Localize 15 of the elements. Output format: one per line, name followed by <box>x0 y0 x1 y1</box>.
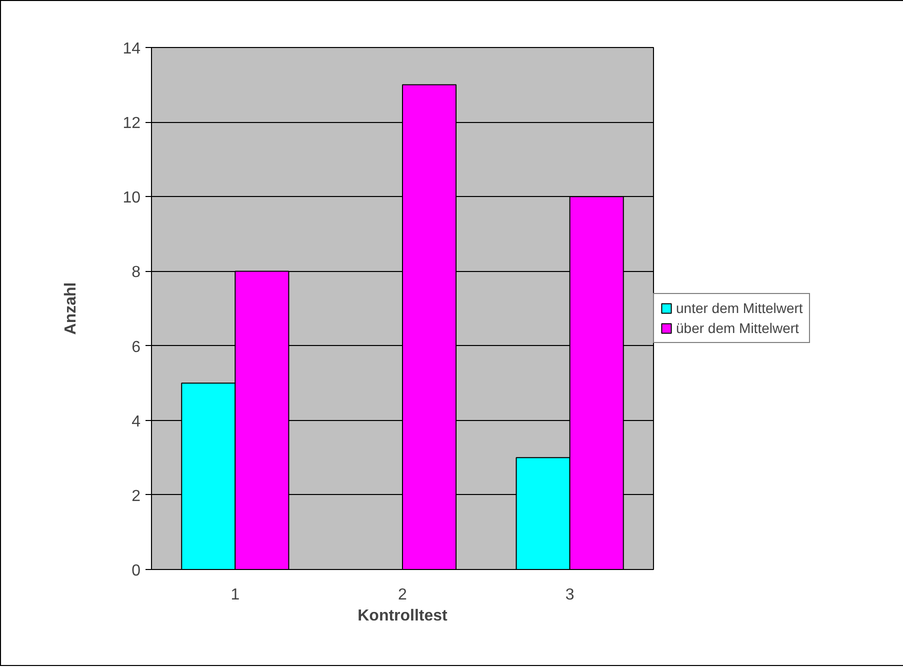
x-tick-label: 1 <box>230 586 240 604</box>
y-tick-label: 6 <box>132 338 141 356</box>
y-tick-label: 10 <box>122 190 141 207</box>
x-axis-title: Kontrolltest <box>358 608 448 624</box>
y-tick-label: 8 <box>132 264 141 282</box>
x-tick-label: 3 <box>565 586 574 604</box>
y-tick-label: 2 <box>132 488 141 505</box>
legend-label: über dem Mittelwert <box>676 320 799 336</box>
legend-label: unter dem Mittelwert <box>676 300 803 316</box>
y-tick-label: 14 <box>122 40 141 58</box>
y-tick-label: 4 <box>132 413 141 430</box>
y-axis-title: Anzahl <box>62 282 80 335</box>
x-tick-label: 2 <box>398 586 408 604</box>
y-tick-label: 12 <box>122 115 141 132</box>
y-tick-label: 0 <box>132 562 141 580</box>
